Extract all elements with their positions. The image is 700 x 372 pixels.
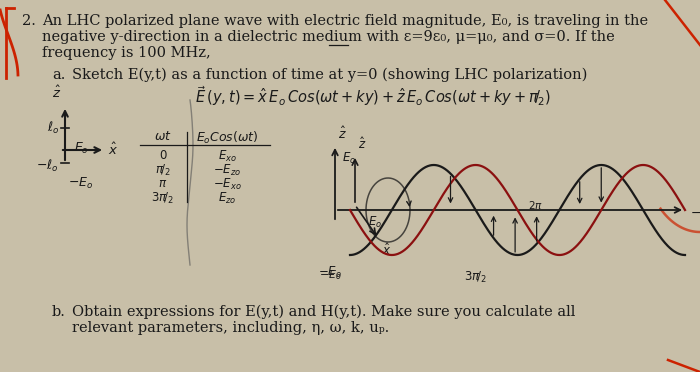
Text: $2\pi$: $2\pi$ (528, 199, 542, 211)
Text: $E_o$: $E_o$ (342, 150, 356, 166)
Text: $E_o Cos(\omega t)$: $E_o Cos(\omega t)$ (196, 130, 258, 146)
Text: 2.: 2. (22, 14, 36, 28)
Text: $-E_o$: $-E_o$ (319, 268, 342, 282)
Text: $\hat{z}$: $\hat{z}$ (358, 136, 366, 152)
Text: $-E_o$: $-E_o$ (318, 265, 342, 280)
Text: $\hat{x}$: $\hat{x}$ (108, 142, 118, 158)
Text: Sketch E(y,t) as a function of time at y=0 (showing LHC polarization): Sketch E(y,t) as a function of time at y… (72, 68, 587, 82)
Text: $E_{xo}$: $E_{xo}$ (218, 149, 237, 164)
Text: $\vec{E}\,(y,t) = \hat{x}\,E_o\,Cos(\omega t + ky) + \hat{z}\,E_o\,Cos(\omega t : $\vec{E}\,(y,t) = \hat{x}\,E_o\,Cos(\ome… (195, 84, 551, 108)
Text: $\hat{z}$: $\hat{z}$ (338, 126, 346, 142)
Text: a.: a. (52, 68, 65, 82)
Text: Obtain expressions for E(y,t) and H(y,t). Make sure you calculate all: Obtain expressions for E(y,t) and H(y,t)… (72, 305, 575, 320)
Text: b.: b. (52, 305, 66, 319)
Text: $\hat{z}$: $\hat{z}$ (52, 85, 61, 101)
Text: $-\hat{y}$: $-\hat{y}$ (690, 203, 700, 222)
Text: $3\pi\!/_2$: $3\pi\!/_2$ (464, 270, 487, 285)
Text: $-\ell_o$: $-\ell_o$ (36, 158, 59, 174)
Text: relevant parameters, including, η, ω, k, uₚ.: relevant parameters, including, η, ω, k,… (72, 321, 389, 335)
Text: $-E_{xo}$: $-E_{xo}$ (213, 177, 241, 192)
Text: $\ell_o$: $\ell_o$ (47, 120, 59, 136)
Text: frequency is 100 MHz,: frequency is 100 MHz, (42, 46, 211, 60)
Text: $-E_o$: $-E_o$ (68, 176, 93, 191)
Text: $-E_{zo}$: $-E_{zo}$ (213, 163, 241, 178)
Text: $E_o$: $E_o$ (368, 215, 382, 230)
Text: $\omega t$: $\omega t$ (154, 130, 172, 143)
Text: $\pi$: $\pi$ (158, 177, 167, 190)
Text: $\pi\!/_2$: $\pi\!/_2$ (155, 163, 171, 178)
Text: An LHC polarized plane wave with electric field magnitude, E₀, is traveling in t: An LHC polarized plane wave with electri… (42, 14, 648, 28)
Text: $\hat{x}$: $\hat{x}$ (382, 242, 391, 258)
Text: negative y-direction in a dielectric medium with ε=9ε₀, μ=μ₀, and σ=0. If the: negative y-direction in a dielectric med… (42, 30, 615, 44)
Text: $3\pi\!/_2$: $3\pi\!/_2$ (151, 191, 174, 206)
Text: $0$: $0$ (159, 149, 167, 162)
Text: $E_{zo}$: $E_{zo}$ (218, 191, 236, 206)
Text: $E_o$: $E_o$ (74, 141, 89, 155)
